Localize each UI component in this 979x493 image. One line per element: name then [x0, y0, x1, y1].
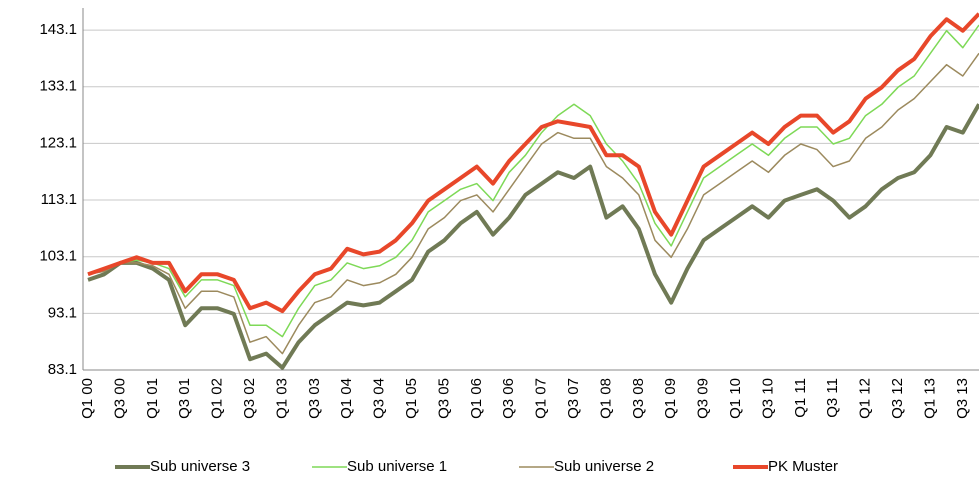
x-tick-label: Q3 01: [176, 378, 193, 419]
x-tick-label: Q1 03: [273, 378, 290, 419]
legend-label: PK Muster: [768, 458, 838, 475]
x-tick-label: Q3 02: [241, 378, 258, 419]
x-tick-label: Q1 11: [792, 378, 809, 418]
y-tick-label: 143.1: [39, 21, 77, 38]
x-tick-label: Q3 04: [371, 378, 388, 419]
y-tick-label: 123.1: [39, 134, 77, 151]
x-tick-label: Q3 05: [435, 378, 452, 419]
x-tick-label: Q3 07: [565, 378, 582, 419]
x-tick-label: Q1 06: [468, 378, 485, 419]
legend-label: Sub universe 2: [554, 458, 654, 475]
y-tick-label: 133.1: [39, 78, 77, 95]
y-tick-label: 83.1: [48, 361, 77, 378]
x-tick-label: Q3 11: [824, 378, 841, 418]
series-line: [87, 12, 979, 314]
x-tick-label: Q3 08: [630, 378, 647, 419]
series-line: [87, 24, 979, 338]
x-tick-label: Q1 00: [79, 378, 96, 419]
x-tick-label: Q1 09: [662, 378, 679, 419]
x-tick-label: Q3 06: [500, 378, 517, 419]
x-tick-label: Q1 02: [209, 378, 226, 419]
x-tick-label: Q1 08: [597, 378, 614, 419]
legend-label: Sub universe 1: [347, 458, 447, 475]
x-tick-label: Q1 10: [727, 378, 744, 419]
y-tick-label: 113.1: [41, 191, 77, 208]
x-tick-label: Q1 05: [403, 378, 420, 419]
series-line: [87, 103, 979, 370]
x-tick-label: Q3 09: [695, 378, 712, 419]
x-tick-label: Q1 12: [857, 378, 874, 419]
x-tick-label: Q3 12: [889, 378, 906, 419]
x-tick-label: Q3 00: [111, 378, 128, 419]
x-tick-label: Q3 13: [954, 378, 971, 419]
legend-label: Sub universe 3: [150, 458, 250, 475]
x-tick-label: Q3 03: [306, 378, 323, 419]
y-tick-label: 93.1: [48, 304, 77, 321]
x-tick-label: Q1 13: [921, 378, 938, 419]
x-tick-label: Q1 01: [144, 378, 161, 419]
series-line: [87, 52, 979, 355]
x-tick-label: Q1 04: [338, 378, 355, 419]
y-tick-label: 103.1: [39, 248, 77, 265]
x-tick-label: Q3 10: [759, 378, 776, 419]
x-tick-label: Q1 07: [533, 378, 550, 419]
